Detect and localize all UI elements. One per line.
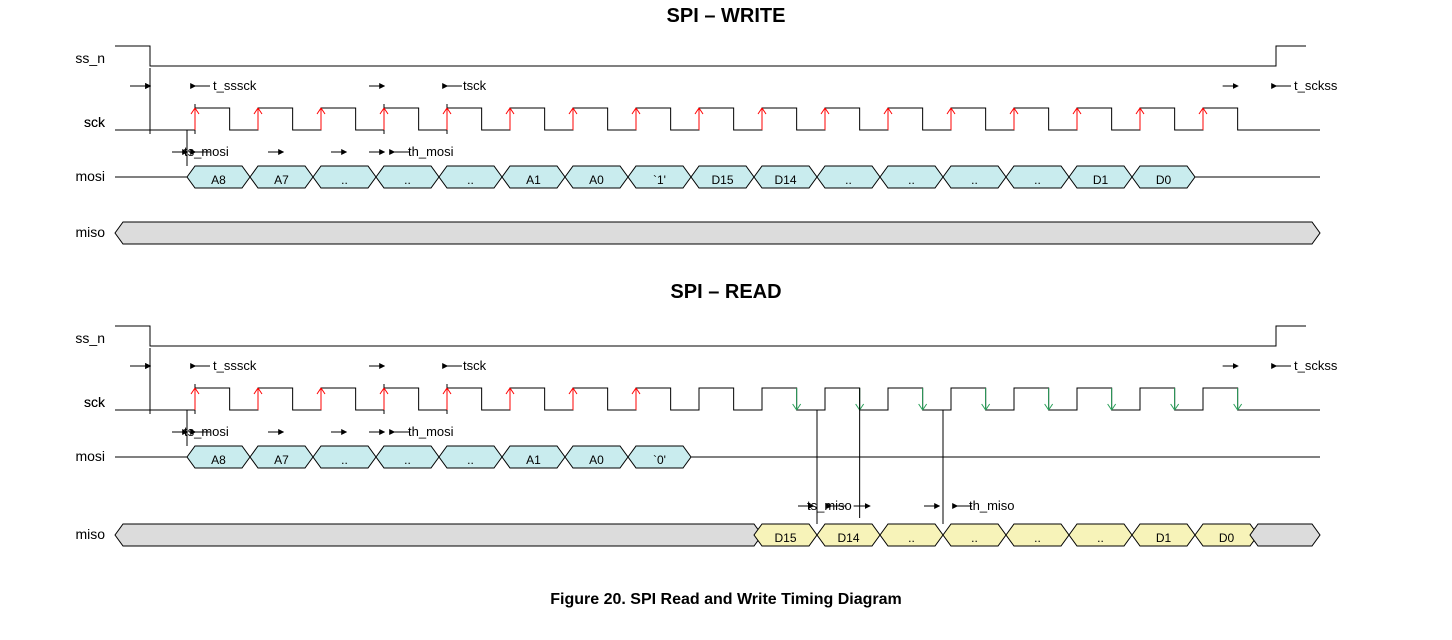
svg-text:ts_miso: ts_miso bbox=[807, 498, 852, 513]
svg-text:Figure 20. SPI Read and Write: Figure 20. SPI Read and Write Timing Dia… bbox=[550, 591, 902, 608]
svg-text:D14: D14 bbox=[774, 173, 796, 187]
svg-text:..: .. bbox=[1097, 531, 1104, 545]
svg-text:..: .. bbox=[971, 531, 978, 545]
svg-text:D0: D0 bbox=[1156, 173, 1172, 187]
svg-text:`1': `1' bbox=[653, 173, 666, 187]
svg-text:SPI – WRITE: SPI – WRITE bbox=[667, 5, 786, 27]
svg-text:sck: sck bbox=[84, 114, 106, 130]
timing-diagram-svg: SPI – WRITEss_nt_ssscktsckt_sckssscksckt… bbox=[0, 0, 1452, 640]
svg-text:th_miso: th_miso bbox=[969, 498, 1015, 513]
svg-text:..: .. bbox=[341, 173, 348, 187]
svg-text:..: .. bbox=[341, 453, 348, 467]
svg-text:..: .. bbox=[971, 173, 978, 187]
svg-text:A0: A0 bbox=[589, 173, 604, 187]
svg-text:t_sckss: t_sckss bbox=[1294, 78, 1338, 93]
svg-text:D1: D1 bbox=[1156, 531, 1172, 545]
svg-text:miso: miso bbox=[75, 526, 105, 542]
svg-text:SPI – READ: SPI – READ bbox=[670, 281, 781, 303]
svg-text:tsck: tsck bbox=[463, 78, 487, 93]
svg-text:A7: A7 bbox=[274, 453, 289, 467]
svg-text:A8: A8 bbox=[211, 453, 226, 467]
svg-text:D15: D15 bbox=[711, 173, 733, 187]
svg-text:..: .. bbox=[404, 453, 411, 467]
svg-text:A8: A8 bbox=[211, 173, 226, 187]
svg-text:..: .. bbox=[845, 173, 852, 187]
svg-text:D0: D0 bbox=[1219, 531, 1235, 545]
svg-text:A0: A0 bbox=[589, 453, 604, 467]
svg-text:th_mosi: th_mosi bbox=[408, 424, 454, 439]
svg-text:`0': `0' bbox=[653, 453, 666, 467]
svg-text:ss_n: ss_n bbox=[75, 330, 105, 346]
svg-text:ss_n: ss_n bbox=[75, 50, 105, 66]
svg-text:t_sssck: t_sssck bbox=[213, 358, 257, 373]
svg-text:ts_mosi: ts_mosi bbox=[184, 144, 229, 159]
svg-text:th_mosi: th_mosi bbox=[408, 144, 454, 159]
svg-text:ts_mosi: ts_mosi bbox=[184, 424, 229, 439]
svg-text:miso: miso bbox=[75, 224, 105, 240]
svg-text:..: .. bbox=[908, 531, 915, 545]
svg-text:tsck: tsck bbox=[463, 358, 487, 373]
svg-text:..: .. bbox=[467, 173, 474, 187]
svg-text:D14: D14 bbox=[837, 531, 859, 545]
svg-text:..: .. bbox=[908, 173, 915, 187]
svg-text:t_sckss: t_sckss bbox=[1294, 358, 1338, 373]
svg-text:sck: sck bbox=[84, 394, 106, 410]
svg-text:..: .. bbox=[1034, 531, 1041, 545]
svg-text:mosi: mosi bbox=[75, 448, 105, 464]
svg-text:A1: A1 bbox=[526, 173, 541, 187]
svg-text:..: .. bbox=[467, 453, 474, 467]
svg-text:A7: A7 bbox=[274, 173, 289, 187]
svg-text:mosi: mosi bbox=[75, 168, 105, 184]
svg-text:t_sssck: t_sssck bbox=[213, 78, 257, 93]
svg-text:..: .. bbox=[404, 173, 411, 187]
svg-text:D1: D1 bbox=[1093, 173, 1109, 187]
svg-text:A1: A1 bbox=[526, 453, 541, 467]
svg-text:D15: D15 bbox=[774, 531, 796, 545]
svg-text:..: .. bbox=[1034, 173, 1041, 187]
